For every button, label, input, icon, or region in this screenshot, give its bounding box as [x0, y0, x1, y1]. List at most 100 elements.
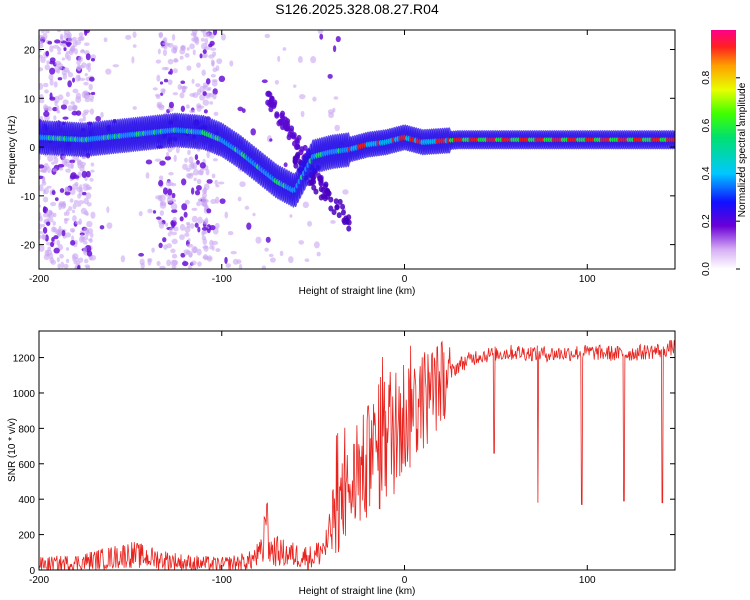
spectral-noise-blob [82, 116, 87, 122]
spectral-noise-blob [171, 238, 178, 245]
spectral-noise-blob [332, 107, 336, 113]
spectral-noise-blob [46, 185, 52, 189]
spectral-noise-blob [155, 95, 161, 100]
spectral-noise-blob [61, 157, 68, 165]
spectral-noise-blob [161, 89, 166, 95]
spectral-noise-blob [186, 243, 194, 248]
spectral-noise-blob [196, 159, 200, 165]
spectral-noise-blob [342, 189, 349, 195]
spectral-noise-blob [90, 91, 96, 96]
secondary-track-blob [334, 204, 340, 211]
spectral-noise-blob [54, 197, 59, 202]
spectral-noise-blob [310, 56, 317, 64]
spectral-noise-blob [168, 172, 174, 176]
spectral-noise-blob [76, 59, 81, 66]
spectral-noise-blob [188, 264, 192, 269]
spectral-noise-blob [210, 74, 216, 78]
spectral-noise-blob [49, 257, 55, 264]
spectral-noise-blob [89, 232, 94, 238]
spectral-noise-blob [86, 250, 93, 257]
spectral-noise-blob [177, 84, 182, 91]
spectral-noise-blob [199, 162, 206, 169]
spectral-noise-blob [180, 45, 185, 50]
spectral-noise-blob [82, 191, 87, 196]
spectral-noise-blob [180, 80, 186, 85]
spectral-noise-blob [57, 263, 61, 269]
spectral-noise-blob [203, 254, 209, 261]
spectral-noise-blob [56, 110, 61, 114]
spectral-noise-blob [204, 37, 209, 45]
y-tick-label: 200 [18, 531, 35, 542]
spectral-noise-blob [246, 222, 252, 230]
spectral-noise-blob [261, 79, 268, 84]
spectral-noise-blob [196, 248, 202, 256]
spectral-noise-blob [59, 253, 64, 259]
spectral-noise-blob [203, 245, 209, 252]
spectral-noise-blob [268, 253, 274, 258]
spectral-noise-blob [225, 263, 232, 268]
spectral-noise-blob [191, 30, 198, 35]
spectrogram-frame [38, 29, 676, 270]
spectral-noise-blob [333, 96, 339, 100]
spectral-noise-blob [219, 198, 226, 204]
spectral-noise-blob [204, 217, 209, 224]
spectral-noise-blob [211, 245, 215, 251]
spectral-noise-blob [179, 216, 184, 222]
spectral-noise-blob [39, 212, 42, 220]
spectral-noise-blob [179, 55, 184, 60]
spectral-noise-blob [87, 62, 92, 67]
spectral-noise-blob [57, 163, 65, 168]
spectral-noise-blob [53, 247, 60, 254]
spectral-noise-blob [53, 235, 59, 240]
spectral-noise-blob [67, 80, 72, 88]
spectral-noise-blob [215, 184, 220, 188]
spectral-noise-blob [125, 34, 132, 40]
spectral-noise-blob [43, 110, 50, 118]
spectral-noise-blob [82, 236, 86, 243]
spectral-noise-blob [261, 265, 267, 269]
secondary-track-blob [296, 134, 302, 141]
spectral-noise-blob [186, 65, 192, 71]
spectral-noise-blob [40, 56, 46, 63]
x-tick-label: 100 [579, 575, 596, 586]
spectral-noise-blob [65, 91, 70, 98]
spectral-noise-blob [312, 96, 317, 102]
spectral-noise-blob [186, 173, 191, 179]
spectral-noise-blob [53, 212, 57, 218]
spectral-noise-blob [39, 234, 43, 240]
spectral-noise-blob [190, 260, 197, 266]
spectral-noise-blob [195, 185, 202, 191]
spectral-noise-blob [194, 222, 199, 228]
spectral-noise-blob [185, 104, 190, 109]
spectral-noise-blob [87, 186, 93, 190]
spectral-noise-blob [173, 154, 177, 162]
chart-title: S126.2025.328.08.27.R04 [275, 1, 439, 17]
secondary-track-blob [285, 122, 291, 129]
colorbar-tick-label: 0.2 [701, 214, 712, 228]
y-tick-label: 800 [18, 424, 35, 435]
spectral-noise-blob [195, 83, 201, 88]
spectral-noise-blob [39, 40, 44, 45]
secondary-track-blob [331, 209, 337, 216]
spectral-noise-blob [179, 48, 186, 55]
spectral-noise-blob [78, 118, 84, 123]
spectral-noise-blob [61, 57, 66, 61]
spectral-noise-blob [211, 79, 218, 83]
spectral-noise-blob [215, 248, 221, 253]
spectral-noise-blob [179, 92, 185, 99]
spectral-noise-blob [60, 261, 65, 269]
spectral-noise-blob [72, 183, 79, 190]
spectral-noise-blob [189, 109, 196, 114]
spectral-noise-blob [192, 247, 198, 253]
spectral-noise-blob [72, 105, 77, 111]
spectral-noise-blob [62, 116, 69, 120]
secondary-track-blob [309, 179, 315, 186]
spectral-noise-blob [209, 47, 217, 51]
spectral-noise-blob [155, 195, 162, 200]
spectral-noise-blob [162, 187, 168, 195]
spectral-noise-blob [81, 48, 85, 53]
colorbar-tick-label: 0.8 [701, 70, 712, 84]
spectral-noise-blob [190, 187, 195, 195]
spectral-noise-blob [56, 105, 60, 113]
spectral-noise-blob [300, 110, 305, 118]
